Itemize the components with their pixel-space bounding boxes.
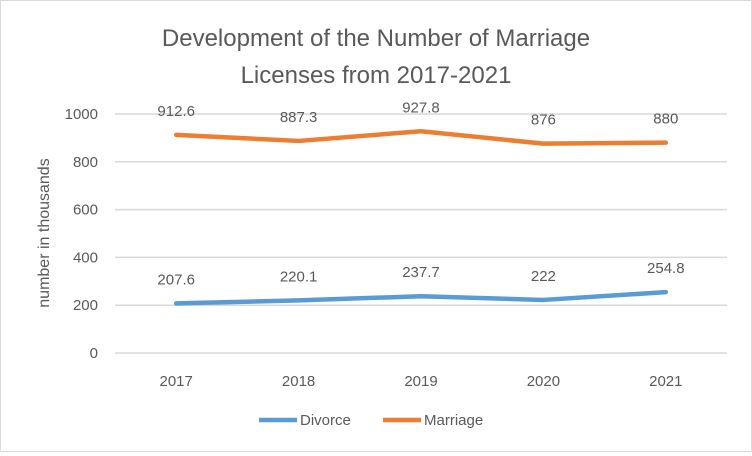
y-tick-label: 0 [90,345,98,362]
x-tick-label: 2018 [282,373,315,390]
legend-label-divorce: Divorce [300,412,351,429]
legend-label-marriage: Marriage [424,412,483,429]
x-tick-label: 2017 [160,373,193,390]
gridlines [115,113,727,354]
y-tick-label: 600 [73,202,98,219]
data-labels: 207.6 220.1 237.7 222 254.8 912.6 887.3 927.8 87… [157,99,684,288]
data-label: 237.7 [402,264,440,281]
legend: Divorce Marriage [259,412,483,429]
x-tick-label: 2019 [404,373,437,390]
series-line-marriage [173,129,669,146]
y-axis-label: number in thousands [36,158,53,307]
data-label: 927.8 [402,99,440,116]
data-label: 887.3 [280,109,318,126]
series-line-divorce [173,289,669,306]
x-tick-label: 2021 [649,373,682,390]
data-label: 254.8 [647,260,685,277]
y-tick-label: 800 [73,154,98,171]
chart-title-line-2: Licenses from 2017-2021 [241,62,512,89]
series-lines [173,129,669,306]
y-tick-labels: 0 200 400 600 800 1000 [65,106,98,362]
y-tick-label: 200 [73,297,98,314]
y-tick-label: 400 [73,249,98,266]
x-tick-labels: 2017 2018 2019 2020 2021 [160,373,683,390]
data-label: 880 [653,111,678,128]
chart-title-line-1: Development of the Number of Marriage [162,25,590,52]
x-tick-label: 2020 [527,373,560,390]
data-label: 222 [531,268,556,285]
y-tick-label: 1000 [65,106,98,123]
data-label: 912.6 [157,103,195,120]
data-label: 876 [531,112,556,129]
data-label: 207.6 [157,271,195,288]
data-label: 220.1 [280,268,318,285]
